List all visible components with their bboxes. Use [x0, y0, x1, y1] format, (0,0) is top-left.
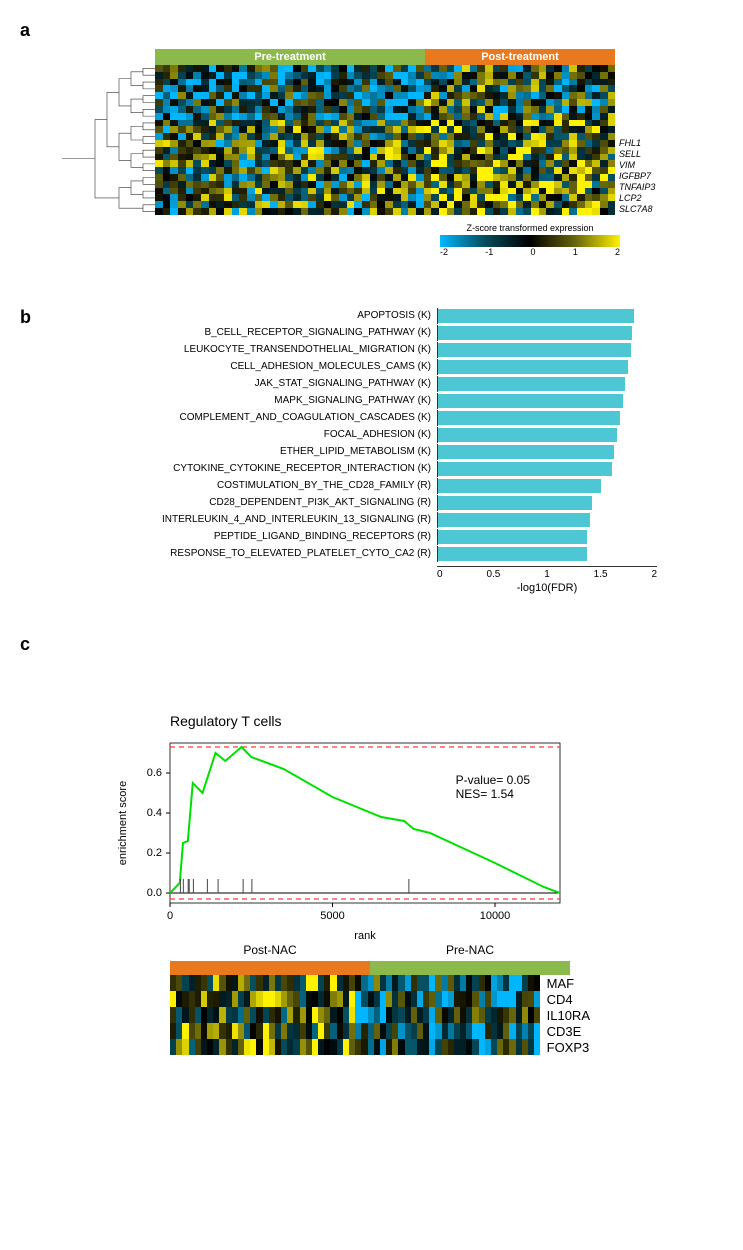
bar-label: RESPONSE_TO_ELEVATED_PLATELET_CYTO_CA2 (… [121, 548, 437, 559]
svg-text:0: 0 [167, 910, 173, 922]
bar-fill [438, 530, 587, 544]
bar-fill [438, 343, 631, 357]
bar-fill [438, 309, 634, 323]
bar-fill [438, 326, 632, 340]
gene-label: SLC7A8 [619, 204, 655, 215]
group-header: Pre-NAC [370, 961, 570, 975]
bar-label: MAPK_SIGNALING_PATHWAY (K) [121, 395, 437, 406]
gsea-pvalue: P-value= 0.05 [456, 773, 530, 787]
bar-fill [438, 479, 601, 493]
svg-text:0.4: 0.4 [147, 807, 162, 819]
colorbar-gradient [440, 235, 620, 247]
svg-text:rank: rank [354, 930, 376, 942]
svg-text:0.6: 0.6 [147, 767, 162, 779]
gene-label: VIM [619, 160, 655, 171]
gsea-title: Regulatory T cells [110, 713, 590, 729]
bar-fill [438, 513, 590, 527]
bar-label: FOCAL_ADHESION (K) [121, 429, 437, 440]
panel-c-heatmap [170, 975, 541, 1055]
bar-label: ETHER_LIPID_METABOLISM (K) [121, 446, 437, 457]
panel-a-group-headers: Pre-treatmentPost-treatment [155, 49, 723, 65]
gsea-nes: NES= 1.54 [456, 787, 530, 801]
bar-label: COMPLEMENT_AND_COAGULATION_CASCADES (K) [121, 412, 437, 423]
gene-label: IGFBP7 [619, 171, 655, 182]
gene-label: FHL1 [619, 138, 655, 149]
bar-row: B_CELL_RECEPTOR_SIGNALING_PATHWAY (K) [121, 324, 658, 341]
bar-label: COSTIMULATION_BY_THE_CD28_FAMILY (R) [121, 480, 437, 491]
gene-label: LCP2 [619, 193, 655, 204]
panel-b: b APOPTOSIS (K) B_CELL_RECEPTOR_SIGNALING… [20, 307, 723, 594]
panel-a-gene-labels: FHL1SELLVIMIGFBP7TNFAIP3LCP2SLC7A8 [615, 65, 655, 215]
bar-fill [438, 360, 628, 374]
colorbar: Z-score transformed expression -2-1012 [430, 223, 630, 257]
panel-c-groups: Post-NACPre-NAC [170, 961, 590, 975]
panel-c-gene-labels: MAFCD4IL10RACD3EFOXP3 [541, 975, 590, 1055]
group-header: Pre-treatment [155, 49, 425, 65]
gsea-stats: P-value= 0.05 NES= 1.54 [456, 773, 530, 801]
bar-row: LEUKOCYTE_TRANSENDOTHELIAL_MIGRATION (K) [121, 341, 658, 358]
gene-label: MAF [547, 976, 590, 991]
gene-label: CD4 [547, 992, 590, 1007]
bar-row: MAPK_SIGNALING_PATHWAY (K) [121, 392, 658, 409]
bar-row: JAK_STAT_SIGNALING_PATHWAY (K) [121, 375, 658, 392]
svg-text:5000: 5000 [320, 910, 344, 922]
panel-c-label: c [20, 634, 30, 655]
bar-label: CELL_ADHESION_MOLECULES_CAMS (K) [121, 361, 437, 372]
bar-row: ETHER_LIPID_METABOLISM (K) [121, 443, 658, 460]
group-header: Post-treatment [425, 49, 615, 65]
panel-b-label: b [20, 307, 31, 328]
gene-label: FOXP3 [547, 1040, 590, 1055]
bar-fill [438, 411, 620, 425]
panel-a: Pre-treatmentPost-treatment FHL1SELLVIMI… [60, 49, 723, 257]
bar-label: JAK_STAT_SIGNALING_PATHWAY (K) [121, 378, 437, 389]
gene-label: SELL [619, 149, 655, 160]
bar-label: PEPTIDE_LIGAND_BINDING_RECEPTORS (R) [121, 531, 437, 542]
gsea-svg: 0.0 0.2 0.4 0.6 0 5000 10000 rank enrichment sco… [110, 733, 570, 943]
bar-label: CD28_DEPENDENT_PI3K_AKT_SIGNALING (R) [121, 497, 437, 508]
colorbar-title: Z-score transformed expression [430, 223, 630, 233]
gene-label: CD3E [547, 1024, 590, 1039]
bar-label: CYTOKINE_CYTOKINE_RECEPTOR_INTERACTION (… [121, 463, 437, 474]
bar-fill [438, 496, 592, 510]
panel-c: Regulatory T cells 0.0 0.2 0.4 0.6 0 5000 1000… [110, 713, 590, 1055]
colorbar-ticks: -2-1012 [440, 247, 620, 257]
bar-row: APOPTOSIS (K) [121, 307, 658, 324]
bar-row: PEPTIDE_LIGAND_BINDING_RECEPTORS (R) [121, 528, 658, 545]
svg-text:10000: 10000 [480, 910, 511, 922]
svg-text:0.2: 0.2 [147, 847, 162, 859]
gene-label: IL10RA [547, 1008, 590, 1023]
bar-fill [438, 547, 587, 561]
bar-row: RESPONSE_TO_ELEVATED_PLATELET_CYTO_CA2 (… [121, 545, 658, 562]
panel-a-label: a [20, 20, 723, 41]
panel-a-heatmap [155, 65, 615, 215]
bar-label: APOPTOSIS (K) [121, 310, 437, 321]
gsea-plot: 0.0 0.2 0.4 0.6 0 5000 10000 rank enrichment sco… [110, 733, 570, 943]
bar-fill [438, 428, 617, 442]
bar-row: CELL_ADHESION_MOLECULES_CAMS (K) [121, 358, 658, 375]
panel-b-barchart: APOPTOSIS (K) B_CELL_RECEPTOR_SIGNALING_P… [121, 307, 658, 594]
svg-text:0.0: 0.0 [147, 887, 162, 899]
bar-fill [438, 462, 612, 476]
bar-label: INTERLEUKIN_4_AND_INTERLEUKIN_13_SIGNALI… [121, 514, 437, 525]
bar-label: LEUKOCYTE_TRANSENDOTHELIAL_MIGRATION (K) [121, 344, 437, 355]
gene-label: TNFAIP3 [619, 182, 655, 193]
bar-fill [438, 377, 625, 391]
bar-fill [438, 394, 623, 408]
bar-row: FOCAL_ADHESION (K) [121, 426, 658, 443]
bar-label: B_CELL_RECEPTOR_SIGNALING_PATHWAY (K) [121, 327, 437, 338]
bar-row: CD28_DEPENDENT_PI3K_AKT_SIGNALING (R) [121, 494, 658, 511]
bar-fill [438, 445, 614, 459]
figure: a Pre-treatmentPost-treatment FHL1SELLVI… [0, 0, 743, 1075]
panel-b-axis-label: -log10(FDR) [437, 582, 657, 594]
bar-row: COMPLEMENT_AND_COAGULATION_CASCADES (K) [121, 409, 658, 426]
bar-row: CYTOKINE_CYTOKINE_RECEPTOR_INTERACTION (… [121, 460, 658, 477]
svg-text:enrichment score: enrichment score [117, 781, 129, 865]
panel-b-axis-ticks: 00.511.52 [437, 566, 657, 580]
dendrogram-icon [60, 65, 155, 215]
group-header: Post-NAC [170, 961, 370, 975]
bar-row: INTERLEUKIN_4_AND_INTERLEUKIN_13_SIGNALI… [121, 511, 658, 528]
bar-row: COSTIMULATION_BY_THE_CD28_FAMILY (R) [121, 477, 658, 494]
